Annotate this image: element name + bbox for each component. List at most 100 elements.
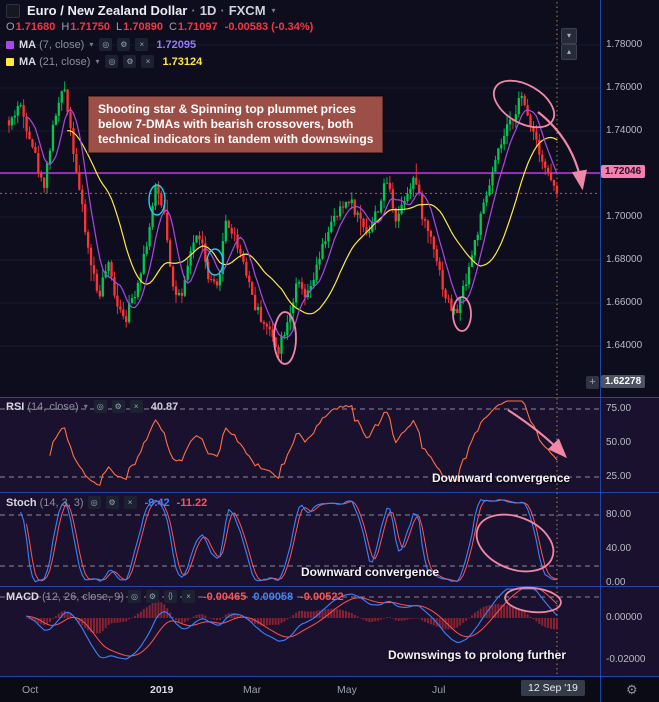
gear-icon[interactable]: ⚙ (111, 400, 125, 413)
symbol-title[interactable]: Euro / New Zealand Dollar (27, 3, 188, 18)
macd-note[interactable]: Downswings to prolong further (388, 648, 566, 662)
close-label: C (168, 21, 177, 33)
price-tag-pink: 1.72046 (601, 165, 646, 178)
symbol-header: Euro / New Zealand Dollar · 1D · FXCM ▾ (6, 3, 278, 18)
stoch-note[interactable]: Downward convergence (301, 565, 440, 579)
ma7-title: MA (19, 38, 37, 51)
rsi-note[interactable]: Downward convergence (432, 471, 571, 485)
close-icon[interactable]: × (129, 400, 143, 413)
gear-icon[interactable]: ⚙ (145, 590, 159, 603)
axis-settings-gear-icon[interactable]: ⚙ (626, 682, 638, 697)
gear-icon[interactable]: ⚙ (105, 496, 119, 509)
annotation-note[interactable]: Shooting star & Spinning top plummet pri… (88, 96, 384, 153)
gear-icon[interactable]: ⚙ (117, 38, 131, 51)
ma21-row: MA (21, close) ▾ ◎ ⚙ × 1.73124 (6, 55, 202, 68)
change-value: -0.00583 (-0.34%) (224, 21, 314, 33)
rsi-axis-label: 75.00 (606, 403, 632, 414)
annotation-ellipse[interactable] (206, 248, 224, 276)
time-axis[interactable]: Oct 2019 Mar May Jul (0, 677, 659, 702)
macd-axis-label: -0.02000 (606, 654, 646, 665)
price-axis-label: 1.74000 (606, 125, 643, 136)
ma7-value: 1.72095 (156, 38, 197, 51)
annotation-ellipse[interactable] (486, 71, 562, 137)
stoch-params: (14, 3, 3) (39, 496, 84, 509)
plus-icon[interactable]: + (586, 376, 599, 390)
ma21-title: MA (19, 55, 37, 68)
ohlc-row: O 1.71680 H 1.71750 L 1.70890 C 1.71097 … (6, 21, 313, 33)
ma21-swatch (6, 57, 14, 66)
chevron-down-icon[interactable]: ▾ (271, 6, 276, 15)
scroll-up-button[interactable]: ▴ (561, 44, 577, 60)
annotation-ellipse[interactable] (504, 585, 562, 615)
price-axis-label: 1.76000 (606, 82, 643, 93)
stoch-axis-label: 80.00 (606, 509, 632, 520)
eye-icon[interactable]: ◎ (127, 590, 141, 603)
close-icon[interactable]: × (181, 590, 195, 603)
macd-axis-label: 0.00000 (606, 612, 643, 623)
annotation-ellipse[interactable] (273, 311, 297, 365)
time-axis-label: Jul (432, 684, 446, 696)
exchange-label[interactable]: FXCM (228, 3, 266, 18)
annotation-line: below 7-DMAs with bearish crossovers, bo… (98, 117, 354, 131)
chevron-down-icon[interactable]: ▾ (83, 402, 88, 411)
time-axis-label: 2019 (150, 684, 174, 696)
braces-icon[interactable]: {} (163, 590, 177, 603)
eye-icon[interactable]: ◎ (87, 496, 101, 509)
rsi-axis-label: 50.00 (606, 437, 632, 448)
macd-signal-value: -0.00522 (300, 590, 344, 603)
open-label: O (6, 21, 15, 33)
eye-icon[interactable]: ◎ (99, 38, 113, 51)
price-axis-label: 1.68000 (606, 254, 643, 265)
low-value: 1.70890 (123, 21, 163, 33)
ma21-params: (21, close) (39, 55, 91, 68)
chevron-down-icon[interactable]: ▾ (89, 40, 94, 49)
annotation-line: technical indicators in tandem with down… (98, 132, 374, 146)
stoch-axis-label: 0.00 (606, 577, 626, 588)
macd-line-value: 0.00058 (253, 590, 294, 603)
annotation-ellipse[interactable] (452, 296, 472, 332)
ma7-swatch (6, 40, 14, 49)
annotation-arrow[interactable] (507, 409, 568, 459)
annotation-ellipse[interactable] (468, 504, 562, 582)
macd-hist-value: -0.00465 (202, 590, 247, 603)
scroll-down-button[interactable]: ▾ (561, 28, 577, 44)
rsi-header: RSI (14, close) ▾ ◎ ⚙ × 40.87 (6, 400, 178, 413)
time-axis-label: May (337, 684, 357, 696)
eye-icon[interactable]: ◎ (105, 55, 119, 68)
open-value: 1.71680 (15, 21, 56, 33)
rsi-value: 40.87 (150, 400, 179, 413)
price-axis-label: 1.70000 (606, 211, 643, 222)
eye-icon[interactable]: ◎ (93, 400, 107, 413)
macd-header: MACD (12, 26, close, 9) ◎ ⚙ {} × -0.0046… (6, 590, 344, 603)
price-axis-label: 1.64000 (606, 340, 643, 351)
rsi-params: (14, close) (27, 400, 79, 413)
close-icon[interactable]: × (123, 496, 137, 509)
gear-icon[interactable]: ⚙ (123, 55, 137, 68)
macd-title: MACD (6, 590, 39, 603)
broker-logo-icon (6, 3, 20, 18)
chevron-down-icon[interactable]: ▾ (95, 57, 100, 66)
stoch-d-value: -11.22 (176, 496, 208, 509)
ma7-row: MA (7, close) ▾ ◎ ⚙ × 1.72095 (6, 38, 196, 51)
time-axis-label: Oct (22, 684, 39, 696)
annotation-arrow[interactable] (537, 111, 587, 191)
price-axis-label: 1.78000 (606, 39, 643, 50)
price-tag-bottom: 1.62278 (601, 375, 646, 389)
stoch-header: Stoch (14, 3, 3) ◎ ⚙ × -9.42 -11.22 (6, 496, 207, 509)
close-value: 1.71097 (177, 21, 218, 33)
ma21-value: 1.73124 (162, 55, 203, 68)
low-label: L (116, 21, 123, 33)
high-label: H (61, 21, 70, 33)
stoch-k-value: -9.42 (144, 496, 170, 509)
close-icon[interactable]: × (135, 38, 149, 51)
separator-dot: · (220, 3, 225, 18)
close-icon[interactable]: × (141, 55, 155, 68)
time-axis-label: Mar (243, 684, 262, 696)
timeframe-label[interactable]: 1D (199, 3, 217, 18)
current-date-badge: 12 Sep '19 (521, 680, 585, 696)
annotation-line: Shooting star & Spinning top plummet pri… (98, 102, 357, 116)
stoch-axis-label: 40.00 (606, 543, 632, 554)
annotation-ellipse[interactable] (148, 184, 166, 216)
